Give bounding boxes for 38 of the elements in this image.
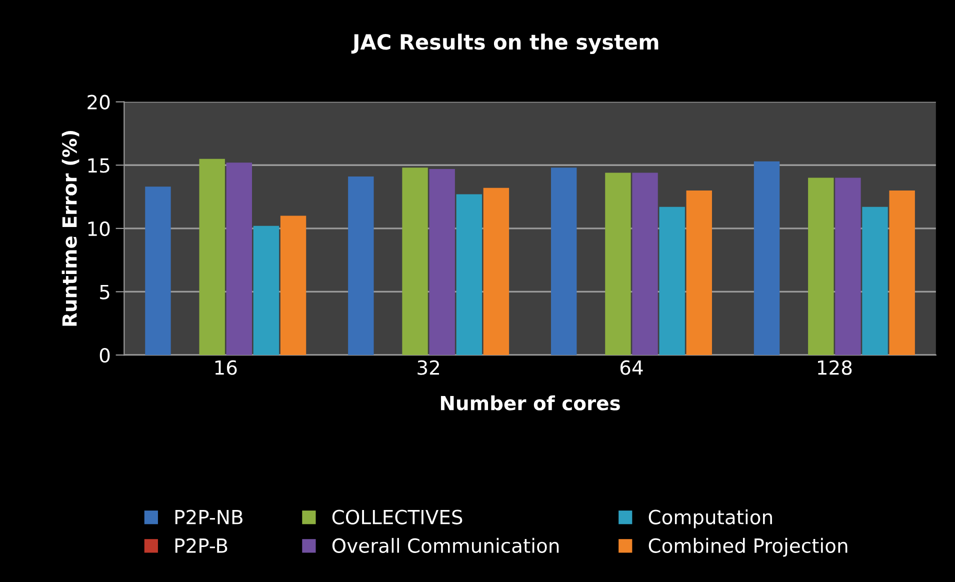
y-tick-label: 15 (88, 158, 110, 173)
legend-label: P2P-B (175, 538, 228, 553)
y-tick-label: 20 (88, 94, 110, 110)
x-tick-label: 16 (215, 360, 237, 375)
bar (550, 168, 577, 356)
bar (280, 216, 306, 356)
x-tick-label: 64 (620, 360, 643, 375)
bar (808, 178, 834, 356)
bar (402, 168, 428, 356)
bar (456, 194, 482, 356)
bar (199, 158, 225, 356)
x-tick-label: 32 (418, 360, 439, 375)
bar (348, 176, 374, 356)
bar (145, 186, 171, 356)
bar (483, 188, 510, 356)
legend-label: Combined Projection (648, 538, 848, 557)
bar (754, 161, 780, 356)
x-tick-label: 128 (818, 360, 852, 375)
bar (253, 226, 280, 356)
bar (835, 178, 861, 356)
bar (659, 206, 685, 356)
legend-label: P2P-NB (175, 510, 242, 524)
chart-title: JAC Results on the system (351, 34, 658, 54)
bar (686, 190, 712, 356)
bar (429, 168, 455, 356)
y-axis-title: Runtime Error (%) (62, 130, 80, 326)
y-tick-label: 10 (88, 221, 110, 236)
x-axis-title: Number of cores (440, 395, 620, 410)
bar (862, 206, 888, 356)
legend-label: Computation (648, 509, 772, 528)
legend-label: COLLECTIVES (332, 510, 462, 524)
legend-label: Overall Communication (332, 538, 559, 553)
bar (889, 190, 915, 356)
bar (226, 162, 252, 356)
bar (605, 172, 631, 356)
bar (632, 172, 658, 356)
y-tick-label: 0 (100, 348, 110, 363)
y-tick-label: 5 (100, 284, 110, 300)
